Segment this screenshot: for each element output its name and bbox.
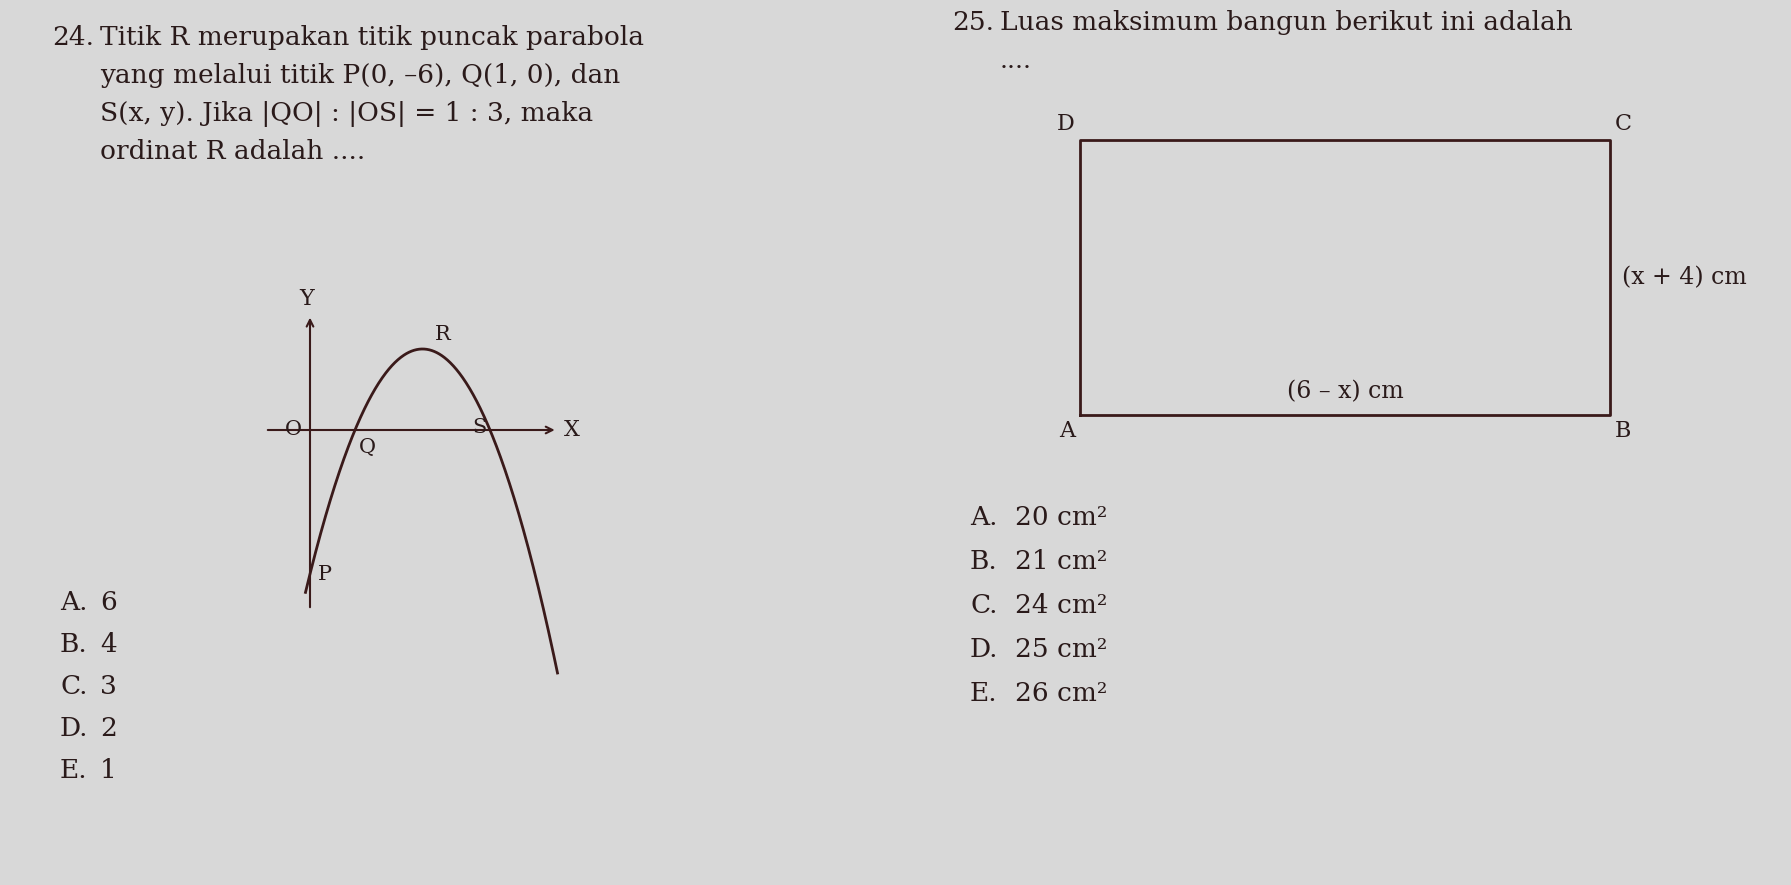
Text: Titik R merupakan titik puncak parabola: Titik R merupakan titik puncak parabola	[100, 25, 645, 50]
Text: C: C	[1615, 113, 1632, 135]
Text: D.: D.	[971, 637, 999, 662]
Text: D: D	[1057, 113, 1075, 135]
Text: 20 cm²: 20 cm²	[1015, 505, 1107, 530]
Text: C.: C.	[61, 674, 88, 699]
Text: 4: 4	[100, 632, 116, 657]
Text: C.: C.	[971, 593, 998, 618]
Text: B.: B.	[61, 632, 88, 657]
Text: Luas maksimum bangun berikut ini adalah: Luas maksimum bangun berikut ini adalah	[999, 10, 1572, 35]
Text: Y: Y	[299, 288, 315, 310]
Text: S: S	[471, 418, 485, 437]
Text: 25.: 25.	[953, 10, 994, 35]
Text: E.: E.	[61, 758, 88, 783]
Text: B: B	[1615, 420, 1632, 442]
Text: A.: A.	[61, 590, 88, 615]
Text: 21 cm²: 21 cm²	[1015, 549, 1107, 574]
Text: 24 cm²: 24 cm²	[1015, 593, 1107, 618]
Text: B.: B.	[971, 549, 998, 574]
Text: D.: D.	[61, 716, 88, 741]
Text: 1: 1	[100, 758, 116, 783]
Text: (x + 4) cm: (x + 4) cm	[1623, 266, 1746, 289]
Text: (6 – x) cm: (6 – x) cm	[1286, 380, 1404, 403]
Text: Q: Q	[358, 438, 376, 457]
Text: R: R	[435, 325, 450, 344]
Text: A.: A.	[971, 505, 998, 530]
Text: 2: 2	[100, 716, 116, 741]
Text: ordinat R adalah ....: ordinat R adalah ....	[100, 139, 365, 164]
Text: E.: E.	[971, 681, 998, 706]
Text: 3: 3	[100, 674, 116, 699]
Text: 25 cm²: 25 cm²	[1015, 637, 1107, 662]
Text: ....: ....	[999, 50, 1032, 73]
Text: 24.: 24.	[52, 25, 93, 50]
Text: A: A	[1058, 420, 1075, 442]
Text: 26 cm²: 26 cm²	[1015, 681, 1107, 706]
Text: 6: 6	[100, 590, 116, 615]
Text: X: X	[564, 419, 580, 441]
Text: P: P	[319, 565, 331, 583]
Text: S(x, y). Jika |QO| : |OS| = 1 : 3, maka: S(x, y). Jika |QO| : |OS| = 1 : 3, maka	[100, 101, 593, 127]
Text: yang melalui titik P(0, –6), Q(1, 0), dan: yang melalui titik P(0, –6), Q(1, 0), da…	[100, 63, 620, 88]
Text: O: O	[285, 420, 303, 439]
